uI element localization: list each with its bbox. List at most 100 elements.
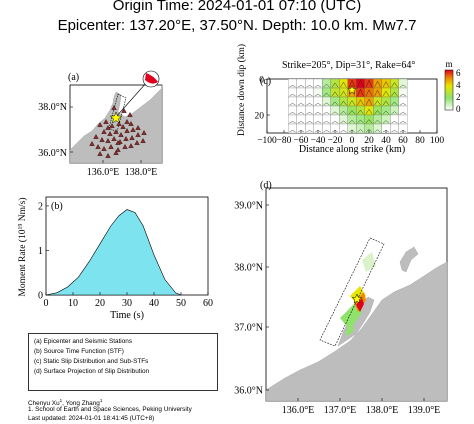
station-triangle-icon <box>103 119 109 124</box>
station-triangle-icon <box>111 136 117 141</box>
sub-stf-curve <box>365 128 373 133</box>
sub-stf-curve <box>331 82 339 88</box>
slip-cell <box>296 114 306 125</box>
slip-cell <box>305 78 314 89</box>
slip-cell <box>339 114 348 125</box>
sub-stf-curve <box>331 121 339 124</box>
sub-stf-curve <box>331 91 339 97</box>
sub-stf-curve <box>348 100 356 106</box>
panel-a-lon-tick-0: 136.0°E <box>87 167 120 178</box>
panel-d-ticks: 39.0°N 38.0°N 37.0°N 36.0°N 136.0°E 137.0°E 13… <box>234 201 440 417</box>
panel-b-x-tick-label: 60 <box>203 298 213 309</box>
legend-item-c: (c) Static Slip Distribution and Sub-STF… <box>34 358 149 365</box>
sub-stf-curve <box>306 85 313 88</box>
slip-cell <box>390 123 399 134</box>
sub-stf-curve <box>340 130 347 133</box>
sub-stf-curve <box>289 112 296 115</box>
slip-cell <box>390 78 399 89</box>
sub-stf-curve <box>391 111 398 115</box>
sub-stf-curve <box>357 129 364 133</box>
station-triangle-icon <box>115 140 121 145</box>
slip-cell <box>390 87 399 98</box>
slip-cell <box>322 105 331 116</box>
panel-c-x-tick-label: −100 <box>257 136 277 146</box>
panel-b-x-tick-label: 50 <box>176 298 186 309</box>
slip-cell <box>288 78 297 89</box>
slip-cell <box>381 96 391 107</box>
panel-d-island <box>399 246 419 273</box>
sub-stf-curve <box>323 92 330 97</box>
epicenter-title: Epicenter: 137.20°E, 37.50°N. Depth: 10.… <box>57 17 417 34</box>
sub-stf-curve <box>374 100 381 106</box>
sub-stf-curve <box>382 90 390 97</box>
panel-c-x-tick-label: −80 <box>277 136 292 146</box>
slip-cell <box>296 105 306 116</box>
panel-a-lat-tick-1: 36.0°N <box>38 148 67 159</box>
slip-cell <box>305 123 314 134</box>
slip-cell <box>339 123 348 134</box>
sub-stf-curve <box>391 91 398 97</box>
panel-b-label: (b) <box>51 201 63 212</box>
sub-stf-curve <box>399 93 407 97</box>
panel-c-ylabel: Distance down dip (km) <box>236 44 247 136</box>
slip-cell <box>373 96 382 107</box>
panel-b-y-tick-label: 1 <box>38 246 43 257</box>
slip-cell <box>381 105 391 116</box>
panel-d-lat-tick-label: 39.0°N <box>234 201 263 212</box>
sub-stf-curve <box>391 101 398 106</box>
slip-cell <box>296 87 306 98</box>
panel-c-x-tick-label: 60 <box>398 136 408 146</box>
seismic-stations <box>89 105 147 158</box>
panel-c-y-tick-label: 0 <box>259 76 264 86</box>
slip-cell <box>313 78 323 89</box>
station-triangle-icon <box>134 140 140 145</box>
station-triangle-icon <box>101 146 107 151</box>
panel-b-stf: 0 10 20 30 40 50 60 0 1 2 Time (s) Moment Rate (… <box>17 196 213 321</box>
station-triangle-icon <box>99 137 105 142</box>
sub-stf-curve <box>323 102 330 106</box>
panel-c-y-ticks: 0 20 <box>255 76 270 122</box>
panel-b-x-ticks: 0 10 20 30 40 50 60 <box>44 292 213 309</box>
sub-stf-curve <box>374 80 381 88</box>
sub-stf-curve <box>331 111 339 115</box>
slip-cell <box>288 123 297 134</box>
station-triangle-icon <box>140 138 146 143</box>
beachball-leader <box>114 81 148 119</box>
slip-cell <box>347 114 357 125</box>
sub-stf-curve <box>382 81 390 88</box>
station-triangle-icon <box>115 147 121 152</box>
sub-stf-curve <box>365 79 373 88</box>
sub-stf-curve <box>391 130 398 133</box>
sub-stf-curve <box>391 82 398 88</box>
slip-cell <box>390 114 399 125</box>
sub-stf-curve <box>323 83 330 88</box>
sub-stf-curve <box>297 103 305 106</box>
panel-b-y-tick-label: 2 <box>38 201 43 212</box>
slip-cell <box>322 123 331 134</box>
station-triangle-icon <box>123 136 129 141</box>
sub-stf-curve <box>348 110 356 115</box>
slip-cell <box>288 96 297 107</box>
sub-stf-curve <box>382 100 390 106</box>
slip-cell <box>381 87 391 98</box>
epicenter-star-icon <box>109 111 123 124</box>
colorbar-tick-label: 4 <box>456 80 461 90</box>
legend-item-a: (a) Epicenter and Seismic Stations <box>34 338 133 345</box>
affiliation-line: 1. School of Earth and Space Sciences, P… <box>28 406 192 413</box>
slip-cell <box>322 78 331 89</box>
slip-cell <box>305 96 314 107</box>
station-triangle-icon <box>89 141 95 146</box>
panel-c-y-tick-label: 20 <box>255 112 265 122</box>
sub-stf-curve <box>357 99 364 106</box>
panel-c-x-ticks: −100 −80 −60 −40 −20 0 20 40 60 80 100 <box>257 130 444 146</box>
sub-stf-curve <box>374 129 381 133</box>
slip-cell <box>296 96 306 107</box>
panel-a-lon-tick-1: 138.0°E <box>125 167 158 178</box>
slip-cell <box>288 87 297 98</box>
sub-stf-curve <box>357 119 364 124</box>
slip-cell <box>373 114 382 125</box>
slip-grid <box>288 78 408 134</box>
station-triangle-icon <box>113 150 119 155</box>
panel-c-x-tick-label: 100 <box>430 136 445 146</box>
